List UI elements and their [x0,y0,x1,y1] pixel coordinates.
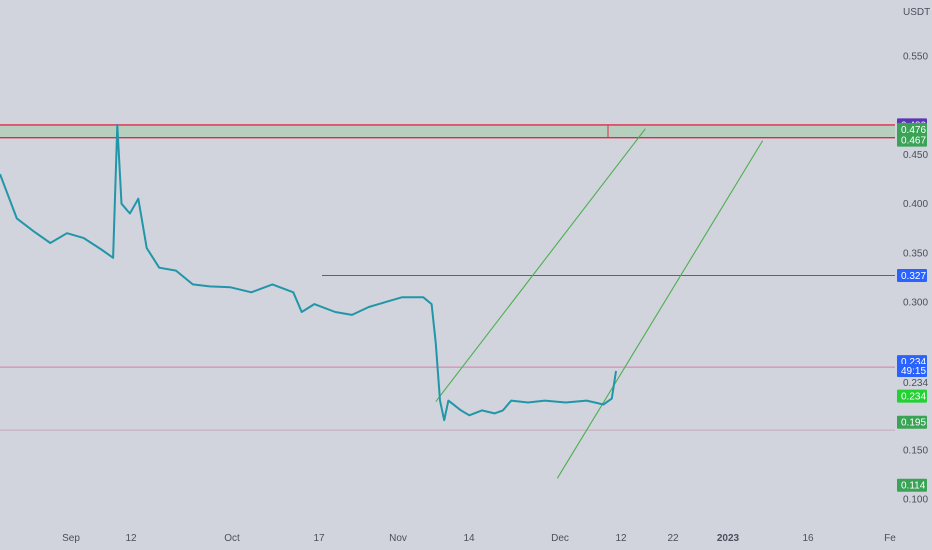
price-line[interactable] [0,123,617,422]
x-tick-label: 14 [463,533,475,544]
y-tick-label: 0.550 [903,52,928,63]
price-tag-text: 0.234 [901,392,926,403]
price-tag-text: 0.327 [901,271,926,282]
x-tick-label: 17 [313,533,325,544]
price-tag-blue [897,364,927,378]
price-tag-text: 0.234 [901,357,926,368]
x-tick-label: Fe [884,533,896,544]
price-tag-green [897,133,927,147]
x-tick-label: 16 [802,533,814,544]
y-tick-label: 0.300 [903,298,928,309]
x-tick-label: Dec [551,533,569,544]
y-tick-label: 0.350 [903,248,928,259]
price-tag-green [897,415,927,429]
price-tag-text: 0.234 [903,378,928,389]
price-tag-green [897,478,927,492]
x-tick-label: Oct [224,533,240,544]
price-tag-blue [897,269,927,283]
x-tick-label: 12 [125,533,137,544]
price-tag-text: 49:15 [901,366,926,377]
channel-line-1[interactable] [435,128,646,402]
y-tick-label: 0.400 [903,199,928,210]
y-tick-label: 0.100 [903,495,928,506]
price-tag-green [897,122,927,136]
resistance-zone[interactable] [0,124,895,138]
price-tag-text: 0.467 [901,136,926,147]
price-tag-text: 0.476 [901,125,926,136]
currency-label: USDT [903,7,930,18]
x-tick-label: Nov [389,533,407,544]
y-tick-label: 0.150 [903,445,928,456]
price-tag-text: 0.195 [901,418,926,429]
x-tick-label: 2023 [717,533,740,544]
y-tick-label: 0.450 [903,150,928,161]
x-tick-label: 22 [667,533,679,544]
price-tag-text: 0.114 [901,481,926,492]
x-tick-label: Sep [62,533,80,544]
price-tag-brightgreen [897,389,927,403]
x-tick-label: 12 [615,533,627,544]
channel-line-2[interactable] [556,140,764,479]
